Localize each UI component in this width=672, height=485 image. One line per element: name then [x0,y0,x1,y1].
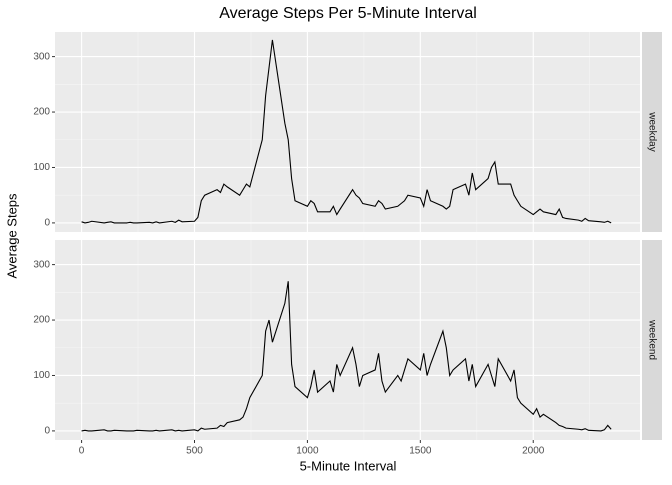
facet-label: weekend [646,319,657,360]
y-tick-label: 300 [33,259,50,270]
x-axis-label: 5-Minute Interval [300,458,397,473]
x-tick-label: 1000 [296,446,319,457]
panel-background [55,32,640,232]
facet-label: weekday [646,111,657,151]
facet-strip [642,32,662,232]
y-tick-label: 0 [44,426,50,437]
x-tick-label: 0 [79,446,85,457]
facet-strip [642,240,662,440]
chart-title: Average Steps Per 5-Minute Interval [219,5,477,22]
y-tick-label: 0 [44,218,50,229]
y-tick-label: 200 [33,315,50,326]
y-tick-label: 200 [33,107,50,118]
x-tick-label: 2000 [522,446,545,457]
x-tick-label: 1500 [409,446,432,457]
panel-background [55,240,640,440]
y-tick-label: 100 [33,162,50,173]
line [81,39,612,224]
line [81,281,612,432]
y-tick-label: 100 [33,370,50,381]
y-tick-label: 300 [33,51,50,62]
y-axis-label: Average Steps [4,193,19,279]
x-tick-label: 500 [186,446,203,457]
